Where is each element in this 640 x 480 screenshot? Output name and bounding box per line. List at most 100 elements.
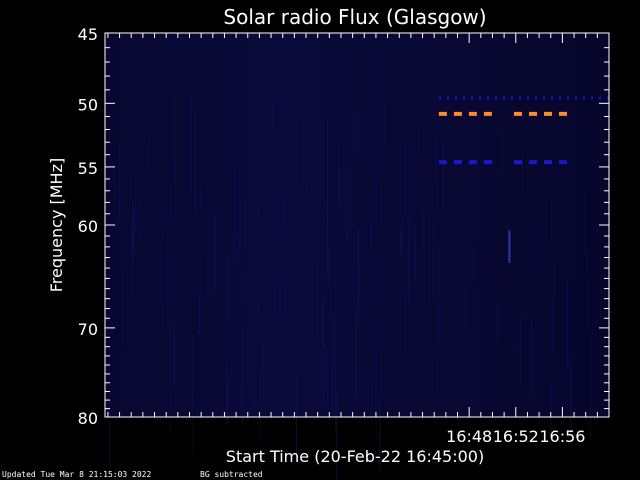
noise-streak (554, 265, 556, 294)
noise-streak (282, 199, 284, 227)
x-tick-label-16:52: 16:52 (493, 427, 539, 446)
noise-streak (259, 368, 261, 443)
noise-streak (108, 390, 110, 467)
noise-streak (233, 237, 235, 266)
noise-streak (584, 191, 586, 252)
noise-streak (198, 292, 200, 334)
noise-streak (335, 261, 337, 363)
noise-streak (326, 347, 328, 409)
noise-streak (514, 279, 516, 349)
noise-streak (346, 219, 347, 240)
noise-streak (116, 187, 118, 263)
noise-streak (245, 271, 247, 303)
y-tick-label-45: 45 (78, 25, 98, 44)
noise-streak (245, 200, 247, 250)
noise-streak (400, 293, 402, 359)
chart-title: Solar radio Flux (Glasgow) (223, 5, 486, 29)
noise-streak (435, 116, 437, 182)
noise-streak (207, 253, 209, 302)
noise-streak (175, 161, 176, 222)
noise-streak (433, 212, 435, 300)
noise-streak (139, 201, 140, 242)
noise-streak (272, 101, 274, 127)
noise-streak (567, 281, 569, 373)
noise-streak (587, 278, 589, 329)
noise-streak (385, 265, 387, 297)
x-axis-label: Start Time (20-Feb-22 16:45:00) (226, 447, 484, 466)
noise-streak (190, 93, 192, 190)
noise-streak (242, 326, 244, 424)
noise-streak (438, 244, 439, 347)
noise-streak (375, 177, 377, 229)
noise-streak (384, 100, 386, 150)
noise-streak (316, 260, 318, 341)
noise-streak (167, 228, 169, 334)
noise-streak (119, 140, 121, 224)
noise-streak (226, 361, 228, 425)
noise-streak (502, 134, 504, 170)
noise-streak (257, 210, 259, 312)
noise-streak (328, 260, 330, 282)
noise-streak (352, 263, 354, 294)
plot-background (105, 33, 609, 417)
noise-streak (520, 318, 521, 387)
noise-streak (279, 284, 281, 313)
noise-streak (240, 383, 242, 405)
noise-streak (326, 207, 328, 277)
noise-streak (586, 249, 588, 273)
noise-streak (309, 160, 311, 216)
noise-streak (436, 139, 438, 221)
noise-streak (473, 242, 475, 284)
noise-streak (551, 197, 553, 240)
noise-streak (195, 108, 197, 213)
noise-streak (355, 306, 357, 398)
noise-streak (297, 120, 299, 188)
x-tick-label-16:48: 16:48 (446, 427, 492, 446)
noise-streak (552, 297, 554, 350)
noise-streak (590, 335, 591, 440)
noise-streak (469, 190, 471, 213)
noise-streak (375, 345, 377, 442)
noise-streak (173, 96, 175, 185)
noise-streak (327, 115, 329, 224)
y-axis: 45 50 55 60 70 80 (78, 25, 609, 428)
noise-streak (338, 140, 340, 205)
y-tick-label-55: 55 (78, 159, 98, 178)
noise-streak (550, 381, 552, 436)
noise-streak (332, 355, 333, 416)
y-tick-label-80: 80 (78, 409, 98, 428)
noise-streak (160, 243, 162, 302)
noise-streak (570, 354, 572, 442)
x-axis: 16:48 16:52 16:56 (107, 33, 610, 446)
noise-streak (107, 241, 109, 303)
noise-streak (540, 218, 542, 274)
noise-streak (254, 396, 256, 418)
noise-streak (399, 227, 401, 256)
updated-timestamp: Updated Tue Mar 8 21:15:03 2022 (2, 470, 152, 479)
noise-streak (531, 321, 533, 393)
noise-streak (170, 314, 172, 412)
noise-streak (263, 341, 265, 403)
noise-streak (416, 123, 418, 152)
noise-streak (214, 212, 216, 295)
noise-streak (135, 171, 137, 236)
noise-streak (158, 230, 160, 319)
noise-streak (121, 264, 123, 348)
noise-streak (437, 357, 439, 399)
noise-streak (130, 218, 132, 300)
noise-streak (132, 199, 134, 252)
noise-streak (321, 306, 323, 395)
noise-streak (335, 358, 337, 432)
noise-streak (145, 360, 147, 389)
noise-streak (323, 296, 325, 404)
noise-streak (174, 313, 175, 386)
noise-streak (200, 185, 202, 209)
noise-streak (371, 379, 372, 408)
noise-streak (354, 108, 355, 154)
noise-streak (379, 393, 381, 472)
bg-subtracted-note: BG subtracted (200, 470, 263, 479)
y-axis-label: Frequency [MHz] (47, 158, 66, 292)
noise-streak (227, 381, 229, 423)
emission-bands (438, 96, 609, 165)
